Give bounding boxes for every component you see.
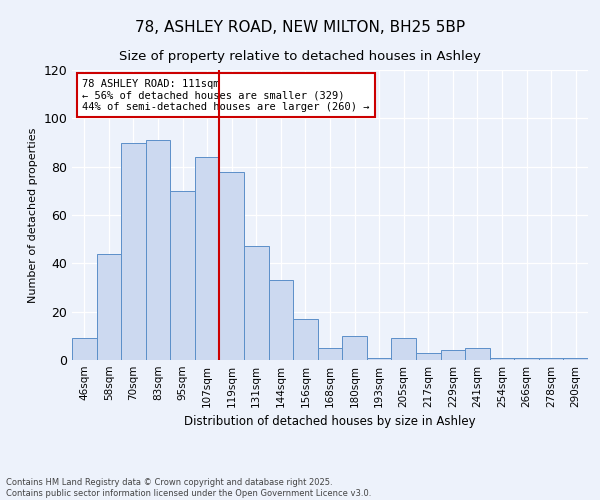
Bar [146,140,170,360]
Bar [342,336,367,360]
Text: Contains HM Land Registry data © Crown copyright and database right 2025.
Contai: Contains HM Land Registry data © Crown c… [6,478,371,498]
Bar [490,358,514,360]
Text: 78, ASHLEY ROAD, NEW MILTON, BH25 5BP: 78, ASHLEY ROAD, NEW MILTON, BH25 5BP [135,20,465,35]
Bar [195,157,220,360]
Bar [318,348,342,360]
Bar [514,358,539,360]
Bar [391,338,416,360]
Bar [465,348,490,360]
Bar [220,172,244,360]
X-axis label: Distribution of detached houses by size in Ashley: Distribution of detached houses by size … [184,416,476,428]
Bar [293,319,318,360]
Bar [72,338,97,360]
Bar [563,358,588,360]
Bar [121,142,146,360]
Bar [97,254,121,360]
Bar [244,246,269,360]
Bar [269,280,293,360]
Bar [539,358,563,360]
Text: Size of property relative to detached houses in Ashley: Size of property relative to detached ho… [119,50,481,63]
Text: 78 ASHLEY ROAD: 111sqm
← 56% of detached houses are smaller (329)
44% of semi-de: 78 ASHLEY ROAD: 111sqm ← 56% of detached… [82,78,370,112]
Bar [440,350,465,360]
Y-axis label: Number of detached properties: Number of detached properties [28,128,38,302]
Bar [416,353,440,360]
Bar [367,358,391,360]
Bar [170,191,195,360]
